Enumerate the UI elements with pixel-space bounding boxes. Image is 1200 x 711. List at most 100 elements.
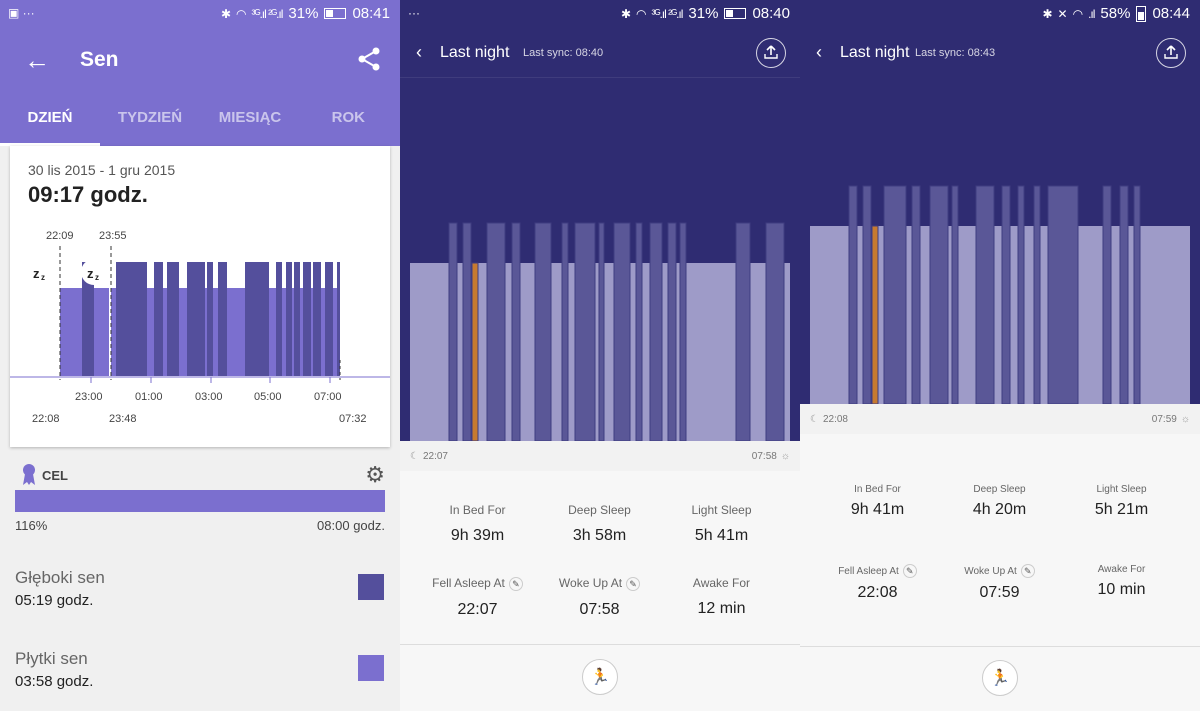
- edit-icon[interactable]: ✎: [902, 564, 917, 578]
- svg-text:z: z: [95, 273, 99, 282]
- running-icon[interactable]: 🏃: [582, 659, 618, 695]
- svg-text:z: z: [87, 266, 94, 281]
- deep-sleep-segment: [276, 262, 282, 376]
- wifi-icon: ◠: [236, 6, 247, 21]
- upload-icon[interactable]: [756, 38, 786, 68]
- deep-sleep-segment: [1017, 185, 1025, 404]
- deep-sleep-segment: [116, 262, 119, 376]
- stat-label: Awake For: [1097, 564, 1146, 575]
- back-chevron-icon[interactable]: ‹: [416, 42, 422, 62]
- deep-sleep-segment: [325, 262, 333, 376]
- deep-sleep-segment: [1047, 185, 1079, 404]
- deep-sleep-segment: [635, 222, 643, 441]
- notification-icons: ···: [408, 6, 420, 20]
- edit-icon[interactable]: ✎: [626, 577, 641, 591]
- goal-target: 08:00 godz.: [317, 518, 385, 533]
- awake-segment: [871, 225, 879, 404]
- deep-sleep-row[interactable]: Głęboki sen 05:19 godz.: [15, 568, 385, 628]
- stat-value: 22:07: [457, 601, 498, 618]
- battery-percent: 31%: [688, 5, 719, 22]
- stat-fell-asleep[interactable]: Fell Asleep At ✎ 22:08: [811, 564, 944, 602]
- sleep-stage-chart: [410, 222, 790, 441]
- goal-label: CEL: [42, 468, 68, 483]
- deep-sleep-segment: [1033, 185, 1041, 404]
- light-sleep-row[interactable]: Płytki sen 03:58 godz.: [15, 649, 385, 709]
- signal-icon: ³ᴳ.ıl ²ᴳ.ıl: [251, 6, 284, 21]
- deep-sleep-segment: [735, 222, 751, 441]
- status-bar: ··· ✱ ◠ ³ᴳ.ıl ²ᴳ.ıl 31% 08:40: [400, 0, 800, 28]
- deep-sleep-label: Głęboki sen: [15, 568, 105, 587]
- deep-sleep-swatch: [358, 574, 384, 600]
- stat-value: 22:08: [857, 584, 898, 601]
- timeline-start: 22:07: [422, 451, 448, 462]
- deep-sleep-segment: [679, 222, 687, 441]
- last-sync: Last sync: 08:43: [915, 47, 996, 59]
- wifi-icon: ◠: [1072, 6, 1084, 21]
- stat-label: Light Sleep: [691, 503, 752, 517]
- stat-value: 5h 21m: [1094, 501, 1149, 518]
- deep-sleep-segment: [1102, 185, 1112, 404]
- status-bar: ✱ ✕ ◠ .ıl 58% 08:44: [800, 0, 1200, 28]
- deep-sleep-segment: [448, 222, 458, 441]
- svg-text:z: z: [41, 273, 45, 282]
- sleep-resume-icon: [81, 259, 107, 285]
- tab-month[interactable]: MIESIĄC: [218, 109, 282, 126]
- stat-in-bed: In Bed For 9h 41m: [811, 484, 944, 519]
- end-time-label: 07:32: [339, 413, 367, 425]
- marker-label-second: 23:55: [99, 230, 127, 242]
- notification-icons: ▣ ···: [8, 6, 35, 20]
- upload-icon[interactable]: [1156, 38, 1186, 68]
- status-bar: ▣ ··· ✱ ◠ ³ᴳ.ıl ²ᴳ.ıl 31% 08:41: [0, 0, 400, 28]
- light-sleep-value: 03:58 godz.: [15, 673, 94, 690]
- edit-icon[interactable]: ✎: [508, 577, 523, 591]
- deep-sleep-segment: [561, 222, 569, 441]
- edit-icon[interactable]: ✎: [1020, 564, 1035, 578]
- back-arrow-icon[interactable]: ←: [24, 45, 50, 75]
- share-icon[interactable]: [356, 46, 382, 72]
- axis-tick-label: 07:00: [314, 391, 342, 403]
- night-header: ‹ Last night Last sync: 08:40: [400, 28, 800, 78]
- battery-icon: [724, 8, 747, 19]
- deep-sleep-segment: [862, 185, 872, 404]
- gear-icon[interactable]: ⚙: [365, 462, 385, 487]
- stat-value: 9h 39m: [450, 527, 505, 544]
- tab-week[interactable]: TYDZIEŃ: [117, 109, 183, 126]
- stat-awake-for: Awake For 10 min: [1055, 564, 1188, 599]
- deep-sleep-segment: [883, 185, 907, 404]
- deep-sleep-segment: [598, 222, 605, 441]
- running-icon[interactable]: 🏃: [982, 660, 1018, 696]
- deep-sleep-segment: [462, 222, 472, 441]
- deep-sleep-segment: [1133, 185, 1141, 404]
- deep-sleep-segment: [294, 262, 300, 376]
- deep-sleep-segment: [223, 262, 227, 376]
- tab-day[interactable]: DZIEŃ: [0, 100, 100, 146]
- sen-panel: ▣ ··· ✱ ◠ ³ᴳ.ıl ²ᴳ.ıl 31% 08:41 ← Sen DZ…: [0, 0, 400, 711]
- page-title: Last night: [840, 44, 910, 61]
- page-title: Last night: [440, 44, 510, 61]
- timeline-end: 07:58: [751, 451, 777, 462]
- stat-label: Woke Up At: [964, 566, 1017, 577]
- light-sleep-label: Płytki sen: [15, 649, 88, 668]
- date-range: 30 lis 2015 - 1 gru 2015: [28, 162, 176, 178]
- night-header: ‹ Last night Last sync: 08:43: [800, 28, 1200, 78]
- marker-label-first: 22:09: [46, 230, 74, 242]
- awake-segment: [471, 262, 479, 441]
- stat-label: Light Sleep: [1096, 484, 1147, 495]
- deep-sleep-segment: [486, 222, 506, 441]
- stat-value: 5h 41m: [694, 527, 749, 544]
- goal-percent: 116%: [15, 518, 48, 533]
- stat-woke-up[interactable]: Woke Up At ✎ 07:59: [933, 564, 1066, 602]
- last-night-panel: ··· ✱ ◠ ³ᴳ.ıl ²ᴳ.ıl 31% 08:40 ‹ Last nig…: [400, 0, 800, 711]
- bluetooth-icon: ✱: [620, 6, 631, 21]
- deep-sleep-segment: [1119, 185, 1129, 404]
- battery-icon: [324, 8, 347, 19]
- total-sleep-duration: 09:17 godz.: [28, 182, 148, 207]
- tab-year[interactable]: ROK: [331, 109, 365, 126]
- stat-label: In Bed For: [449, 503, 506, 517]
- stat-fell-asleep[interactable]: Fell Asleep At ✎ 22:07: [411, 576, 544, 619]
- stat-woke-up[interactable]: Woke Up At ✎ 07:58: [533, 576, 666, 619]
- deep-sleep-segment: [167, 262, 179, 376]
- stat-label: Deep Sleep: [568, 503, 631, 517]
- back-chevron-icon[interactable]: ‹: [816, 42, 822, 62]
- sun-icon: ☼: [1180, 414, 1190, 425]
